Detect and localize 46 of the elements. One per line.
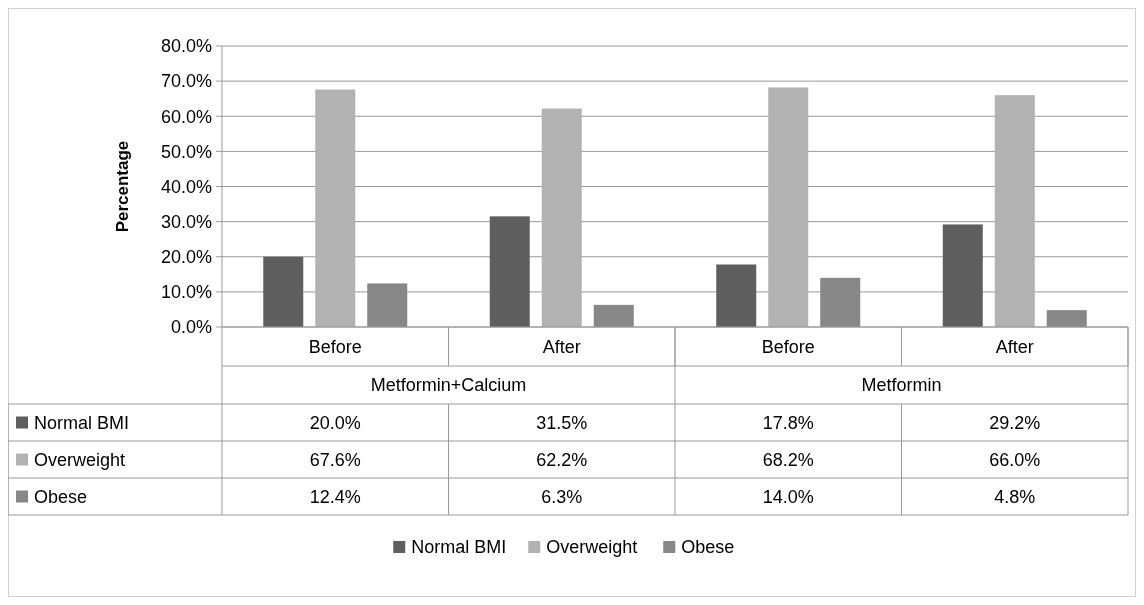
data-label: 67.6%: [309, 449, 361, 470]
bar: [994, 95, 1035, 327]
y-tick-label: 0.0%: [170, 317, 212, 338]
data-label: 66.0%: [989, 449, 1041, 470]
bar: [768, 87, 809, 327]
data-label: 6.3%: [541, 486, 583, 507]
data-label: 14.0%: [762, 486, 814, 507]
text: Obese: [34, 486, 88, 507]
bar: [263, 256, 304, 327]
data-label: 4.8%: [994, 486, 1036, 507]
y-tick-label: 30.0%: [160, 211, 212, 232]
bar: [942, 224, 983, 327]
data-label: 17.8%: [762, 412, 814, 433]
bar: [1046, 310, 1087, 327]
data-label: 29.2%: [989, 412, 1041, 433]
x-tick-label: Before: [308, 336, 362, 357]
x-tick-label: After: [542, 336, 581, 357]
bar: [489, 216, 530, 327]
data-label: 62.2%: [536, 449, 588, 470]
text: Normal BMI: [411, 537, 507, 558]
bar: [820, 277, 861, 327]
y-axis-title: Percentage: [113, 140, 132, 233]
text: Metformin+Calcium: [370, 375, 527, 396]
data-label: 68.2%: [762, 449, 814, 470]
text: Metformin: [861, 375, 942, 396]
data-label: 31.5%: [536, 412, 588, 433]
bar: [315, 89, 356, 327]
y-tick-label: 80.0%: [160, 36, 212, 57]
x-tick-label: Before: [761, 336, 815, 357]
legend-label: Normal BMI: [34, 412, 130, 433]
bar: [367, 283, 408, 327]
bar: [716, 264, 757, 327]
legend-label: Overweight: [546, 537, 638, 558]
y-tick-label: 10.0%: [160, 282, 212, 303]
y-tick-label: 60.0%: [160, 106, 212, 127]
y-tick-label: 40.0%: [160, 176, 212, 197]
text: Overweight: [34, 449, 126, 470]
bar: [593, 304, 634, 327]
y-tick-label: 20.0%: [160, 247, 212, 268]
bar: [541, 108, 582, 327]
legend-label: Obese: [681, 537, 735, 558]
data-label: 20.0%: [309, 412, 361, 433]
y-tick-label: 70.0%: [160, 71, 212, 92]
data-label: 12.4%: [309, 486, 361, 507]
x-tick-label: After: [995, 336, 1034, 357]
y-tick-label: 50.0%: [160, 141, 212, 162]
